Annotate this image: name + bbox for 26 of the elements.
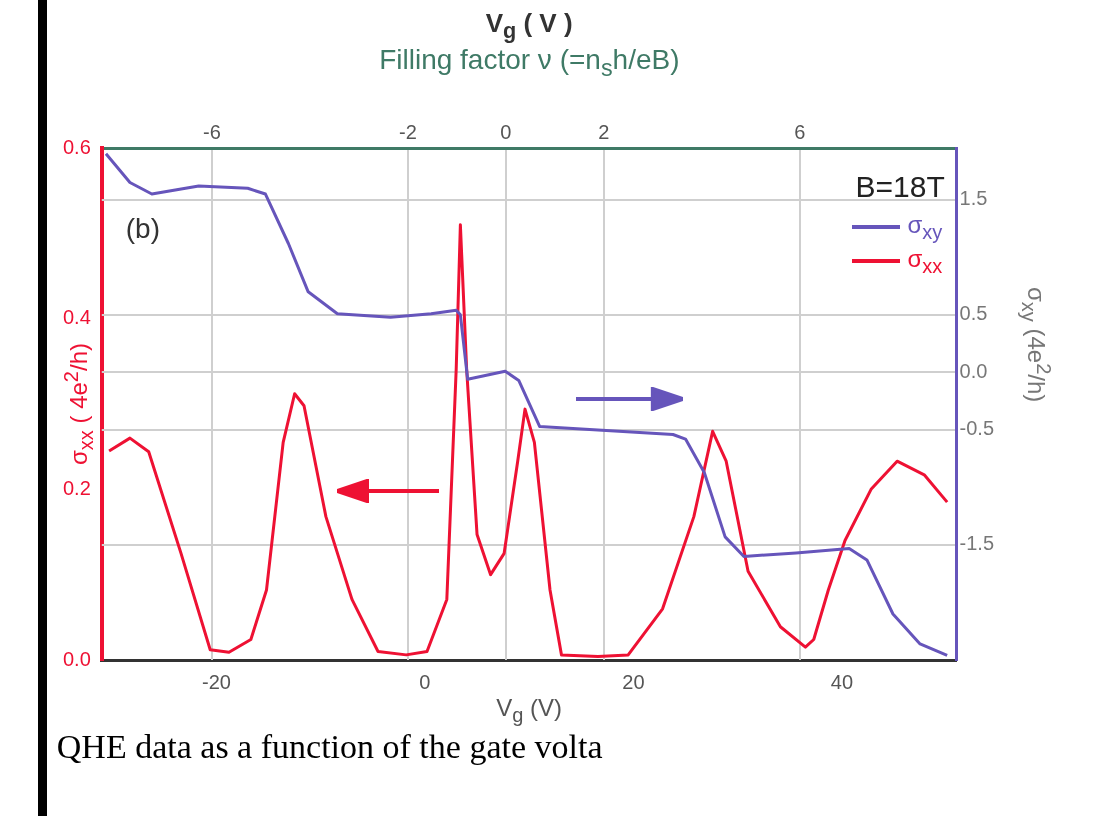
x-tick-label: 40 — [830, 670, 853, 693]
x2-tick-label: -2 — [399, 120, 417, 143]
x-tick-label: -20 — [202, 670, 231, 693]
x2-tick-label: -6 — [203, 120, 221, 143]
y2-tick-label: -1.5 — [959, 532, 995, 555]
y-tick-label: 0.2 — [62, 476, 91, 499]
x2-tick-label: 0 — [500, 120, 512, 143]
text: QHE data as a function of the gate volta — [56, 728, 603, 766]
y-tick-label: 0.4 — [62, 306, 91, 329]
y-tick-label: 0.0 — [62, 647, 91, 670]
x-axis-title: V$_{g}$ (V) — [496, 694, 562, 727]
y2-tick-label: 0.5 — [959, 302, 988, 325]
x2-tick-label: 2 — [598, 120, 610, 143]
annotation: (b) — [125, 213, 161, 245]
annotation: B=18T — [855, 170, 945, 204]
y-tick-label: 0.6 — [62, 135, 91, 158]
x2-tick-label: 6 — [794, 120, 806, 143]
y2-tick-label: -0.5 — [959, 417, 995, 440]
chart-title: V$_{g}$ ( V ) — [485, 8, 573, 45]
legend-label: σ$_{xy}$ — [907, 210, 943, 244]
x-tick-label: 20 — [622, 670, 645, 693]
y2-tick-label: 0.0 — [959, 359, 988, 382]
y2-tick-label: 1.5 — [959, 187, 988, 210]
x2-axis-title: Filling factor ν (=n$_{s}$h/eB) — [379, 44, 680, 82]
legend-label: σ$_{xx}$ — [907, 244, 943, 278]
x-tick-label: 0 — [419, 670, 431, 693]
